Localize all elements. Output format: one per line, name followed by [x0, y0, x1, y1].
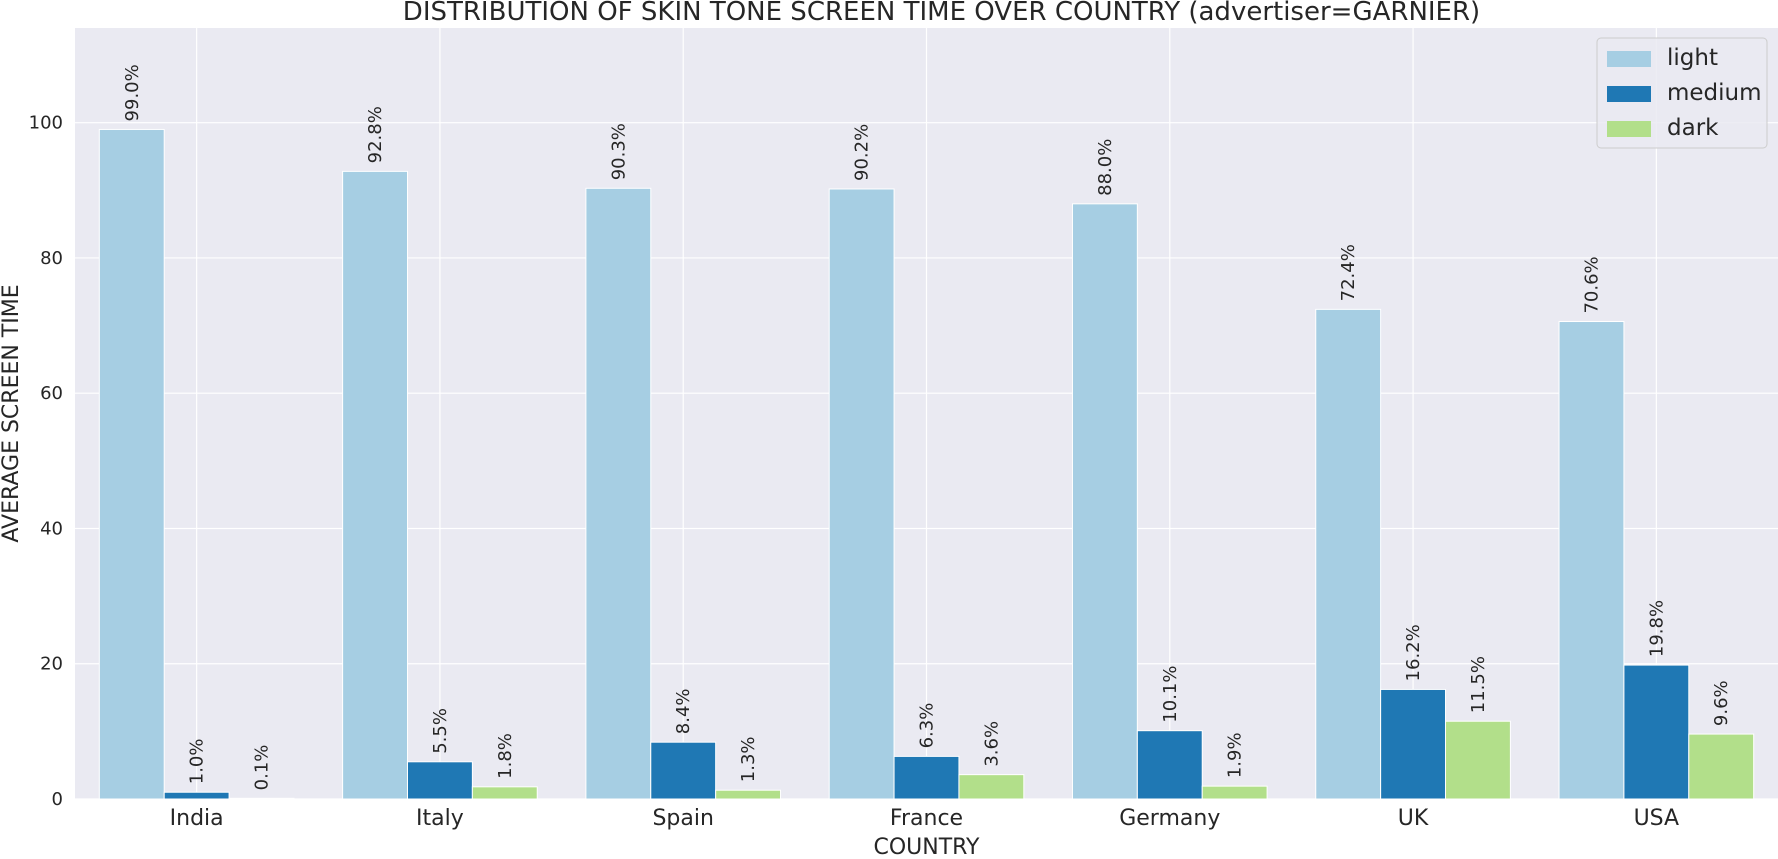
- bar-light-india: [98, 128, 165, 800]
- bar-medium-india: [163, 791, 230, 800]
- data-label: 9.6%: [1711, 680, 1732, 726]
- data-label: 1.8%: [495, 733, 516, 779]
- legend-label-light: light: [1667, 45, 1718, 71]
- bar-medium-usa: [1623, 664, 1690, 800]
- x-tick-label: Germany: [1119, 806, 1220, 831]
- data-label: 1.0%: [187, 739, 208, 785]
- data-label: 5.5%: [430, 708, 451, 754]
- data-label: 99.0%: [122, 64, 143, 121]
- bar-medium-uk: [1380, 688, 1447, 800]
- data-label: 90.3%: [608, 123, 629, 180]
- y-tick-label: 80: [40, 248, 63, 269]
- y-tick-label: 100: [29, 113, 63, 134]
- data-label: 70.6%: [1581, 256, 1602, 313]
- bar-light-spain: [585, 187, 652, 800]
- bar-light-france: [828, 188, 895, 800]
- y-tick-label: 20: [40, 654, 63, 675]
- x-axis-title: COUNTRY: [874, 835, 981, 859]
- x-tick-label: UK: [1398, 806, 1429, 831]
- x-tick-label: India: [170, 806, 224, 831]
- bar-dark-germany: [1201, 785, 1268, 800]
- y-tick-label: 0: [52, 789, 63, 810]
- legend-swatch-light: [1607, 51, 1651, 67]
- chart-title: DISTRIBUTION OF SKIN TONE SCREEN TIME OV…: [403, 0, 1480, 27]
- data-label: 11.5%: [1468, 656, 1489, 713]
- data-label: 3.6%: [981, 721, 1002, 767]
- legend: light medium dark: [1596, 37, 1768, 149]
- data-label: 6.3%: [917, 703, 938, 749]
- bar-dark-france: [958, 774, 1025, 800]
- data-labels: 99.0% 92.8% 90.3% 90.2% 88.0% 72.4% 70.6% 1.0% 5…: [122, 64, 1732, 790]
- data-label: 88.0%: [1095, 139, 1116, 196]
- x-axis-ticks: India Italy Spain France Germany UK USA: [170, 806, 1679, 831]
- legend-label-dark: dark: [1667, 115, 1719, 141]
- bar-light-germany: [1071, 203, 1138, 800]
- y-axis-title: AVERAGE SCREEN TIME: [0, 284, 24, 542]
- data-label: 16.2%: [1403, 624, 1424, 681]
- x-tick-label: Italy: [416, 806, 464, 831]
- y-tick-label: 60: [40, 383, 63, 404]
- bar-light-italy: [342, 170, 408, 800]
- bar-dark-italy: [471, 786, 538, 800]
- data-label: 0.1%: [252, 745, 273, 791]
- y-axis-ticks: 0 20 40 60 80 100: [29, 113, 63, 810]
- bar-medium-italy: [406, 761, 473, 800]
- data-label: 90.2%: [852, 124, 873, 181]
- bar-light-uk: [1315, 308, 1382, 800]
- x-tick-label: Spain: [652, 806, 713, 831]
- bar-medium-france: [893, 755, 960, 800]
- bar-dark-spain: [715, 789, 782, 800]
- bars: [98, 128, 1755, 800]
- data-label: 10.1%: [1160, 666, 1181, 723]
- bar-dark-usa: [1688, 733, 1755, 800]
- x-tick-label: France: [890, 806, 963, 831]
- legend-swatch-dark: [1607, 121, 1651, 137]
- data-label: 1.3%: [738, 736, 759, 782]
- bar-dark-india: [228, 797, 295, 800]
- legend-swatch-medium: [1607, 86, 1651, 102]
- data-label: 92.8%: [365, 106, 386, 163]
- bar-dark-uk: [1445, 720, 1511, 800]
- data-label: 8.4%: [673, 688, 694, 734]
- y-tick-label: 40: [40, 518, 63, 539]
- bar-medium-spain: [650, 741, 717, 800]
- data-label: 1.9%: [1225, 732, 1246, 778]
- legend-label-medium: medium: [1667, 80, 1762, 106]
- bar-light-usa: [1558, 321, 1625, 800]
- data-label: 19.8%: [1646, 600, 1667, 657]
- x-tick-label: USA: [1634, 806, 1680, 831]
- bar-medium-germany: [1136, 730, 1203, 800]
- data-label: 72.4%: [1338, 244, 1359, 301]
